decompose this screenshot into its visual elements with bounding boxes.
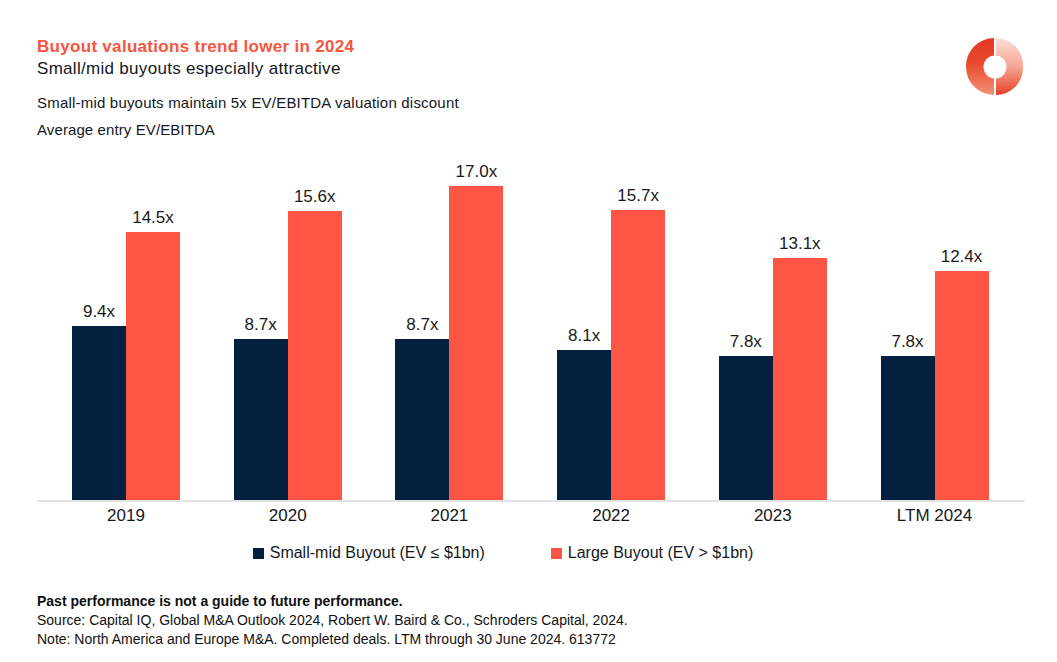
chart-subtitle: Small/mid buyouts especially attractive xyxy=(37,59,341,79)
footer: Past performance is not a guide to futur… xyxy=(37,592,628,650)
x-axis-label: 2020 xyxy=(218,506,358,526)
x-axis-label: LTM 2024 xyxy=(865,506,1005,526)
chart-legend: Small-mid Buyout (EV ≤ $1bn) Large Buyout… xyxy=(0,544,1006,562)
legend-label: Large Buyout (EV > $1bn) xyxy=(568,544,753,562)
schroders-capital-ring-logo xyxy=(966,38,1023,95)
bar-large-2020 xyxy=(288,211,342,500)
bar-small-mid-ltm-2024 xyxy=(881,356,935,500)
bar-large-2023 xyxy=(773,258,827,500)
bar-small-mid-2019 xyxy=(72,326,126,500)
legend-item-small-mid: Small-mid Buyout (EV ≤ $1bn) xyxy=(253,544,485,562)
x-axis-line xyxy=(37,500,1025,502)
x-axis-label: 2023 xyxy=(703,506,843,526)
bar-large-2019 xyxy=(126,232,180,500)
bar-large-2021 xyxy=(449,186,503,501)
bar-value-label: 13.1x xyxy=(750,234,850,254)
legend-swatch-large xyxy=(551,548,562,559)
bar-large-2022 xyxy=(611,210,665,500)
bar-small-mid-2022 xyxy=(557,350,611,500)
bar-chart: 9.4x14.5x8.7x15.6x8.7x17.0x8.1x15.7x7.8x… xyxy=(37,150,1025,500)
legend-swatch-small-mid xyxy=(253,548,264,559)
source-text: Source: Capital IQ, Global M&A Outlook 2… xyxy=(37,611,628,630)
logo-center-hole xyxy=(983,55,1006,78)
bar-value-label: 17.0x xyxy=(426,162,526,182)
bar-small-mid-2023 xyxy=(719,356,773,500)
bar-large-ltm-2024 xyxy=(935,271,989,500)
legend-item-large: Large Buyout (EV > $1bn) xyxy=(551,544,753,562)
x-axis-label: 2019 xyxy=(56,506,196,526)
axis-unit-label: Average entry EV/EBITDA xyxy=(37,121,215,138)
bar-value-label: 15.6x xyxy=(265,187,365,207)
chart-description: Small-mid buyouts maintain 5x EV/EBITDA … xyxy=(37,94,459,111)
note-text: Note: North America and Europe M&A. Comp… xyxy=(37,630,628,649)
chart-title: Buyout valuations trend lower in 2024 xyxy=(37,37,354,57)
disclaimer-text: Past performance is not a guide to futur… xyxy=(37,592,628,611)
x-axis-label: 2022 xyxy=(541,506,681,526)
bar-small-mid-2020 xyxy=(234,339,288,500)
bar-small-mid-2021 xyxy=(395,339,449,500)
legend-label: Small-mid Buyout (EV ≤ $1bn) xyxy=(270,544,485,562)
bar-value-label: 15.7x xyxy=(588,186,688,206)
bar-value-label: 12.4x xyxy=(912,247,1012,267)
x-axis-label: 2021 xyxy=(379,506,519,526)
page: Buyout valuations trend lower in 2024 Sm… xyxy=(0,0,1057,662)
bar-value-label: 14.5x xyxy=(103,208,203,228)
